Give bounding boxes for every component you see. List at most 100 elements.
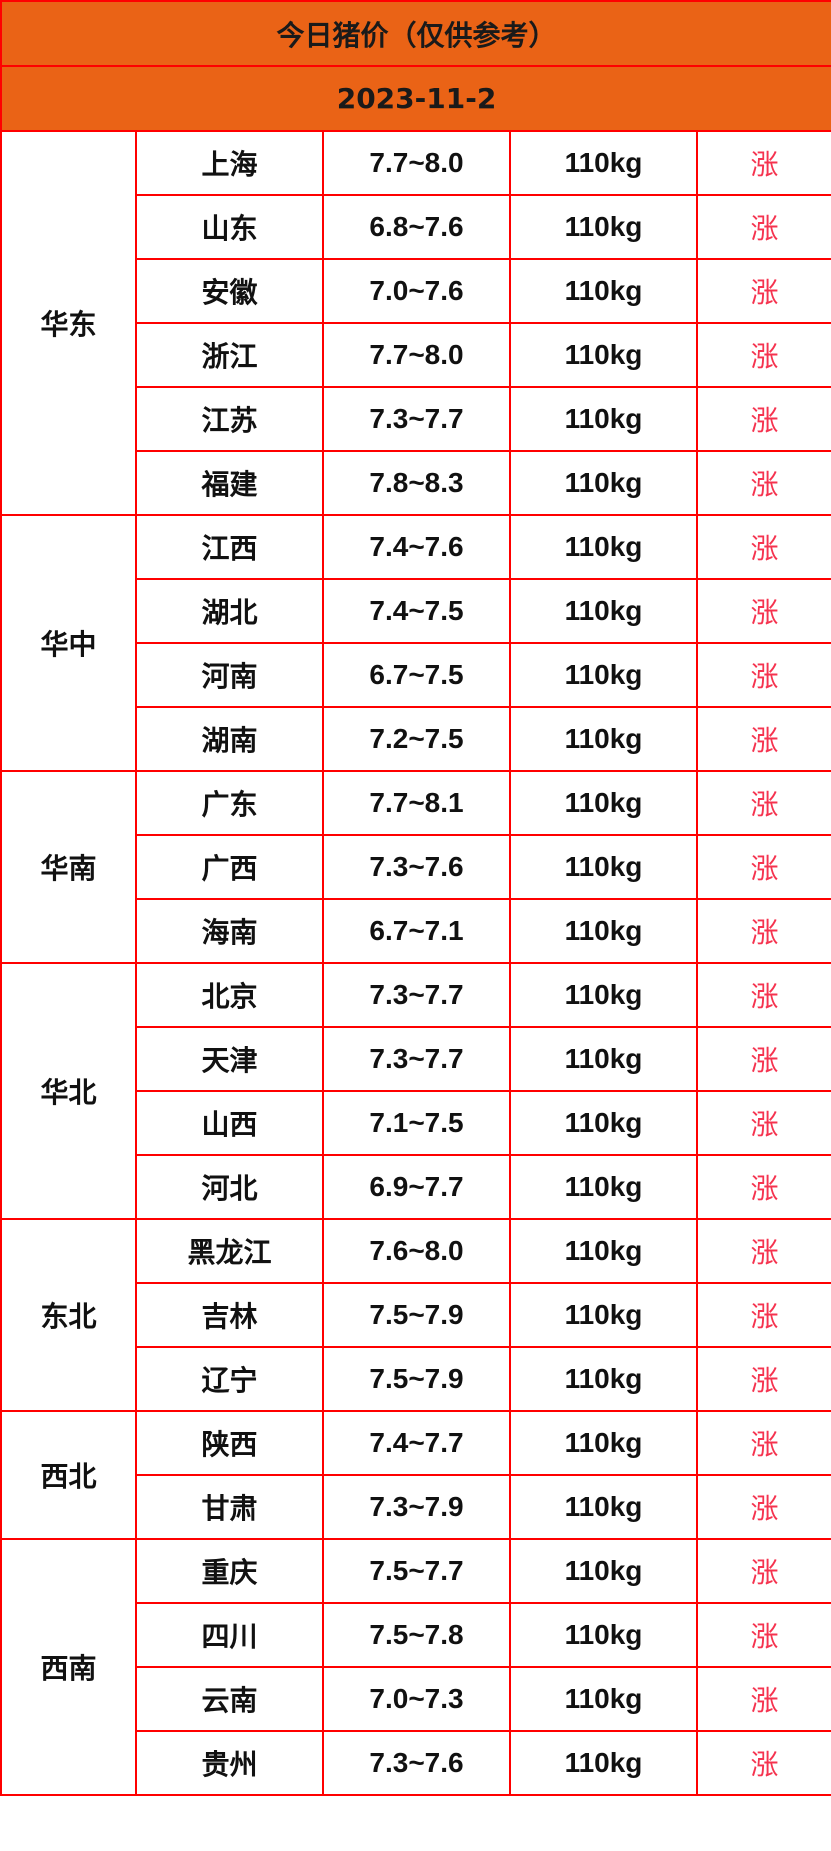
province-cell: 贵州 (135, 1730, 324, 1796)
weight-cell: 110kg (509, 1602, 698, 1668)
table-row: 东北 黑龙江 7.6~8.0 110kg 涨 (0, 1218, 831, 1412)
weight-cell: 110kg (509, 258, 698, 324)
trend-cell: 涨 (695, 258, 831, 324)
table-row: 甘肃 7.3~7.9 110kg 涨 (1, 1474, 831, 1540)
trend-cell: 涨 (695, 514, 831, 580)
trend-cell: 涨 (695, 578, 831, 644)
weight-cell: 110kg (509, 1218, 698, 1284)
trend-cell: 涨 (695, 962, 831, 1028)
price-cell: 7.3~7.7 (322, 1026, 511, 1092)
trend-cell: 涨 (695, 322, 831, 388)
weight-cell: 110kg (509, 1090, 698, 1156)
trend-cell: 涨 (695, 1346, 831, 1412)
price-cell: 7.5~7.8 (322, 1602, 511, 1668)
weight-cell: 110kg (509, 898, 698, 964)
table-row: 山东 6.8~7.6 110kg 涨 (1, 194, 831, 260)
province-cell: 广东 (135, 770, 324, 836)
price-cell: 6.9~7.7 (322, 1154, 511, 1220)
province-cell: 云南 (135, 1666, 324, 1732)
table-row: 西南 重庆 7.5~7.7 110kg 涨 (0, 1538, 831, 1796)
table-row: 贵州 7.3~7.6 110kg 涨 (1, 1730, 831, 1796)
province-cell: 浙江 (135, 322, 324, 388)
table-row: 湖南 7.2~7.5 110kg 涨 (1, 706, 831, 772)
table-row: 华中 江西 7.4~7.6 110kg 涨 (0, 514, 831, 772)
price-cell: 7.3~7.6 (322, 1730, 511, 1796)
province-cell: 广西 (135, 834, 324, 900)
province-cell: 山西 (135, 1090, 324, 1156)
province-cell: 吉林 (135, 1282, 324, 1348)
table-row: 安徽 7.0~7.6 110kg 涨 (1, 258, 831, 324)
province-cell: 四川 (135, 1602, 324, 1668)
province-cell: 上海 (135, 130, 324, 196)
trend-cell: 涨 (695, 130, 831, 196)
price-cell: 7.3~7.6 (322, 834, 511, 900)
province-cell: 安徽 (135, 258, 324, 324)
weight-cell: 110kg (509, 1282, 698, 1348)
price-cell: 6.8~7.6 (322, 194, 511, 260)
price-cell: 7.0~7.3 (322, 1666, 511, 1732)
table-title: 今日猪价（仅供参考） (0, 0, 831, 67)
region-cell: 西北 (0, 1410, 137, 1540)
table-row: 华东 上海 7.7~8.0 110kg 涨 (0, 130, 831, 516)
province-cell: 甘肃 (135, 1474, 324, 1540)
table-row: 江苏 7.3~7.7 110kg 涨 (1, 386, 831, 452)
table-row: 河南 6.7~7.5 110kg 涨 (1, 642, 831, 708)
price-cell: 7.5~7.9 (322, 1282, 511, 1348)
trend-cell: 涨 (695, 450, 831, 516)
table-row: 西北 陕西 7.4~7.7 110kg 涨 (0, 1410, 831, 1540)
province-cell: 陕西 (135, 1410, 324, 1476)
weight-cell: 110kg (509, 1474, 698, 1540)
trend-cell: 涨 (695, 834, 831, 900)
province-cell: 湖北 (135, 578, 324, 644)
province-cell: 湖南 (135, 706, 324, 772)
pig-price-table: 今日猪价（仅供参考） 2023-11-2 华东 上海 7.7~8.0 110kg 涨山东… (0, 0, 831, 1796)
price-cell: 7.3~7.7 (322, 386, 511, 452)
region-cell: 西南 (0, 1538, 137, 1796)
weight-cell: 110kg (509, 706, 698, 772)
price-cell: 7.6~8.0 (322, 1218, 511, 1284)
weight-cell: 110kg (509, 1346, 698, 1412)
price-cell: 7.2~7.5 (322, 706, 511, 772)
table-row: 吉林 7.5~7.9 110kg 涨 (1, 1282, 831, 1348)
weight-cell: 110kg (509, 962, 698, 1028)
trend-cell: 涨 (695, 770, 831, 836)
table-row: 云南 7.0~7.3 110kg 涨 (1, 1666, 831, 1732)
price-cell: 7.4~7.6 (322, 514, 511, 580)
table-row: 河北 6.9~7.7 110kg 涨 (1, 1154, 831, 1220)
weight-cell: 110kg (509, 1730, 698, 1796)
region-cell: 华中 (0, 514, 137, 772)
trend-cell: 涨 (695, 1538, 831, 1604)
price-cell: 7.7~8.1 (322, 770, 511, 836)
weight-cell: 110kg (509, 386, 698, 452)
price-cell: 7.0~7.6 (322, 258, 511, 324)
province-cell: 重庆 (135, 1538, 324, 1604)
weight-cell: 110kg (509, 642, 698, 708)
table-date: 2023-11-2 (0, 65, 831, 132)
region-cell: 华东 (0, 130, 137, 516)
trend-cell: 涨 (695, 898, 831, 964)
table-row: 湖北 7.4~7.5 110kg 涨 (1, 578, 831, 644)
price-cell: 7.7~8.0 (322, 322, 511, 388)
weight-cell: 110kg (509, 194, 698, 260)
trend-cell: 涨 (695, 1026, 831, 1092)
weight-cell: 110kg (509, 578, 698, 644)
table-row: 山西 7.1~7.5 110kg 涨 (1, 1090, 831, 1156)
weight-cell: 110kg (509, 834, 698, 900)
trend-cell: 涨 (695, 1154, 831, 1220)
price-cell: 6.7~7.1 (322, 898, 511, 964)
weight-cell: 110kg (509, 1026, 698, 1092)
trend-cell: 涨 (695, 386, 831, 452)
province-cell: 天津 (135, 1026, 324, 1092)
region-cell: 华北 (0, 962, 137, 1220)
province-cell: 江苏 (135, 386, 324, 452)
trend-cell: 涨 (695, 1218, 831, 1284)
price-cell: 7.4~7.7 (322, 1410, 511, 1476)
trend-cell: 涨 (695, 642, 831, 708)
weight-cell: 110kg (509, 1538, 698, 1604)
price-cell: 7.5~7.9 (322, 1346, 511, 1412)
table-row: 四川 7.5~7.8 110kg 涨 (1, 1602, 831, 1668)
province-cell: 江西 (135, 514, 324, 580)
trend-cell: 涨 (695, 1410, 831, 1476)
weight-cell: 110kg (509, 450, 698, 516)
province-cell: 河南 (135, 642, 324, 708)
